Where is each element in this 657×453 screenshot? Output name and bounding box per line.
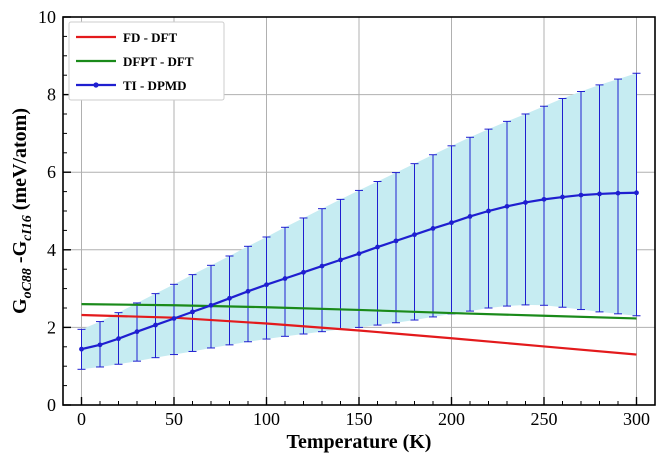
x-tick-label: 250 <box>531 409 558 429</box>
data-point <box>190 309 195 315</box>
data-point <box>523 200 528 205</box>
y-tick-label: 0 <box>47 395 56 415</box>
data-point <box>245 288 251 294</box>
data-point <box>430 226 436 231</box>
data-point <box>227 295 232 301</box>
data-point <box>97 342 103 348</box>
data-point <box>208 302 214 308</box>
data-point <box>171 316 177 321</box>
series-line-dfpt-dft <box>81 303 637 320</box>
data-point <box>560 194 565 200</box>
x-tick-label: 300 <box>623 409 650 429</box>
data-point <box>338 257 343 263</box>
data-point <box>264 282 269 288</box>
legend-label-ti-dpmd: TI - DPMD <box>123 78 187 93</box>
data-point <box>615 190 621 196</box>
data-point <box>504 203 510 209</box>
y-tick-label: 2 <box>47 317 56 337</box>
tick-labels: 0 50 100 150 200 250 300 0 2 4 6 8 10 <box>38 7 650 429</box>
y-tick-label: 8 <box>47 85 56 105</box>
data-point <box>153 322 158 328</box>
data-point <box>282 276 288 281</box>
x-axis-title: Temperature (K) <box>287 431 432 453</box>
y-axis-title-g1: G <box>9 298 31 314</box>
y-axis-title-unit: (meV/atom) <box>9 108 31 215</box>
data-point <box>412 232 417 238</box>
y-axis-title-sub2: cI16 <box>20 215 35 241</box>
y-axis-title-sub1: oC88 <box>20 268 35 298</box>
data-point <box>541 196 547 202</box>
y-tick-label: 4 <box>47 240 56 260</box>
data-point <box>301 269 306 275</box>
data-point <box>578 192 584 198</box>
data-point <box>393 238 399 244</box>
y-tick-label: 10 <box>38 7 56 27</box>
data-point <box>79 346 84 352</box>
x-tick-label: 150 <box>346 409 373 429</box>
axis-ticks <box>62 16 656 406</box>
x-tick-label: 50 <box>165 409 183 429</box>
data-point <box>134 329 140 335</box>
x-tick-label: 100 <box>253 409 280 429</box>
legend-marker-ti-dpmd <box>93 82 99 88</box>
data-point <box>319 263 325 269</box>
legend-box <box>68 21 225 101</box>
legend-label-dfpt-dft: DFPT - DFT <box>123 54 194 69</box>
data-point <box>597 191 602 197</box>
data-point <box>375 244 380 250</box>
y-tick-label: 6 <box>47 162 56 182</box>
x-tick-label: 200 <box>438 409 465 429</box>
data-point <box>116 336 121 342</box>
legend: FD - DFT DFPT - DFT TI - DPMD <box>68 21 225 101</box>
data-point <box>486 208 491 214</box>
data-point <box>634 190 639 196</box>
x-tick-label: 0 <box>77 409 86 429</box>
data-point <box>467 214 473 219</box>
data-point <box>449 220 454 226</box>
data-point <box>356 251 362 257</box>
series-markers <box>79 190 639 352</box>
y-axis-title-g2: -G <box>9 240 31 268</box>
y-axis-title: GoC88 -GcI16 (meV/atom) <box>9 108 35 314</box>
legend-label-fd-dft: FD - DFT <box>123 30 177 45</box>
